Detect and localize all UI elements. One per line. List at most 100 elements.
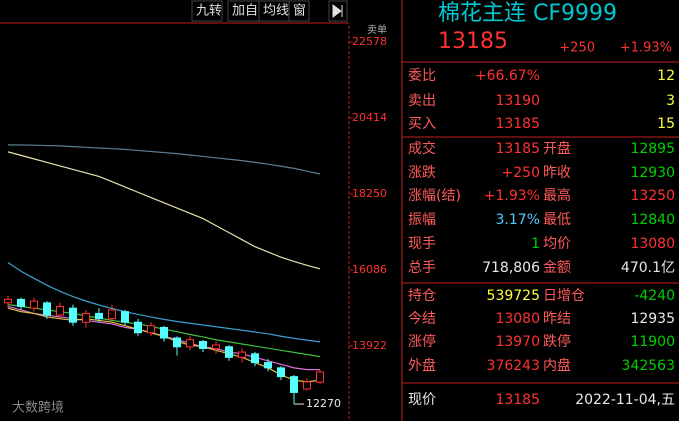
row-value: 13970 — [495, 334, 540, 350]
row-value: 13185 — [495, 116, 540, 132]
candle-body — [17, 298, 25, 307]
row-value: 3 — [666, 93, 675, 109]
row-value: 3.17% — [496, 212, 540, 228]
play-icon[interactable] — [332, 4, 343, 18]
row-label: 现手 — [408, 236, 436, 252]
row-label: 涨停 — [408, 333, 436, 350]
quote-price: 13185 — [438, 29, 508, 54]
row-value: +250 — [502, 165, 540, 181]
row-value: 718,806 — [482, 260, 540, 276]
row-label: 内盘 — [543, 357, 571, 374]
toolbar-button-label[interactable]: 窗 — [293, 3, 306, 19]
row-value: 11900 — [630, 334, 675, 350]
row-label: 跌停 — [543, 333, 571, 350]
quote-change-pct: +1.93% — [620, 41, 672, 56]
quote-change: +250 — [559, 41, 595, 56]
row-label: 昨收 — [543, 165, 571, 181]
candle-body — [69, 307, 77, 323]
candle-body — [43, 302, 51, 316]
y-tick-label: 22578 — [352, 35, 387, 48]
candle-body — [264, 362, 272, 369]
moving-average-line — [7, 261, 321, 343]
y-tick-label: 18250 — [352, 187, 387, 200]
row-value: 12930 — [630, 165, 675, 181]
moving-average-line — [7, 144, 321, 175]
candle-body — [134, 321, 142, 334]
toolbar-button[interactable] — [191, 0, 223, 22]
row-value: 12895 — [630, 141, 675, 157]
row-value: 12935 — [630, 311, 675, 327]
row-value: 13080 — [495, 311, 540, 327]
candle-body — [251, 353, 259, 364]
row-label: 昨结 — [543, 311, 571, 327]
row-label: 开盘 — [543, 140, 571, 157]
row-value: 342563 — [622, 358, 675, 374]
candle-body — [186, 339, 194, 348]
row-value: 12840 — [630, 212, 675, 228]
footer-date: 2022-11-04,五 — [575, 392, 675, 408]
row-value: 13250 — [630, 188, 675, 204]
row-label: 委比 — [408, 68, 436, 84]
row-label: 持仓 — [408, 288, 436, 304]
candle-body — [147, 325, 155, 334]
footer-price: 13185 — [495, 392, 540, 408]
row-label: 日增仓 — [543, 288, 585, 304]
row-value: +66.67% — [475, 68, 540, 84]
row-value: 470.1亿 — [621, 260, 675, 276]
row-label: 总手 — [408, 260, 436, 276]
y-tick-label: 13922 — [352, 339, 387, 352]
candle-body — [290, 376, 298, 393]
row-label: 外盘 — [408, 357, 436, 374]
candle-body — [121, 311, 129, 323]
row-label: 涨幅(结) — [408, 188, 461, 204]
row-label: 最低 — [543, 212, 571, 228]
row-value: 12 — [657, 68, 675, 84]
row-label: 涨跌 — [408, 165, 436, 181]
row-value: 13080 — [630, 236, 675, 252]
corner-label: 卖单 — [367, 24, 387, 36]
candle-body — [173, 337, 181, 348]
candle-body — [225, 346, 233, 358]
row-value: 13185 — [495, 141, 540, 157]
row-label: 振幅 — [408, 212, 436, 228]
row-value: 13190 — [495, 93, 540, 109]
candle-body — [277, 367, 285, 378]
candle-body — [212, 344, 220, 350]
candle-body — [95, 312, 103, 320]
candle-body — [316, 371, 324, 383]
candle-body — [4, 298, 12, 304]
row-value: 1 — [531, 236, 540, 252]
row-value: +1.93% — [484, 188, 540, 204]
watermark: 大数跨境 — [12, 401, 64, 416]
row-value: 539725 — [487, 288, 540, 304]
candle-body — [199, 341, 207, 350]
row-value: -4240 — [634, 288, 675, 304]
row-value: 15 — [657, 116, 675, 132]
candle-body — [56, 305, 64, 316]
row-label: 最高 — [543, 187, 571, 204]
moving-average-line — [7, 151, 321, 270]
row-label: 今结 — [408, 311, 436, 327]
candle-body — [160, 326, 168, 339]
row-label: 买入 — [408, 116, 436, 132]
toolbar-button-label[interactable]: 九转 — [196, 4, 222, 19]
y-tick-label: 16086 — [352, 263, 387, 276]
row-label: 金额 — [543, 260, 571, 276]
candle-body — [82, 312, 90, 323]
candle-body — [238, 351, 246, 358]
row-label: 均价 — [543, 236, 571, 252]
quote-title: 棉花主连 CF9999 — [438, 1, 617, 26]
candle-body — [303, 381, 311, 390]
row-value: 376243 — [487, 358, 540, 374]
toolbar-button-label[interactable]: 均线 — [263, 4, 289, 19]
row-label: 成交 — [408, 140, 436, 157]
candle-body — [30, 300, 38, 309]
footer-label: 现价 — [408, 392, 436, 408]
row-label: 卖出 — [408, 93, 436, 109]
y-tick-label: 20414 — [352, 111, 387, 124]
candle-body — [108, 309, 116, 320]
toolbar-button[interactable] — [288, 0, 310, 22]
low-label: 12270 — [306, 397, 341, 410]
